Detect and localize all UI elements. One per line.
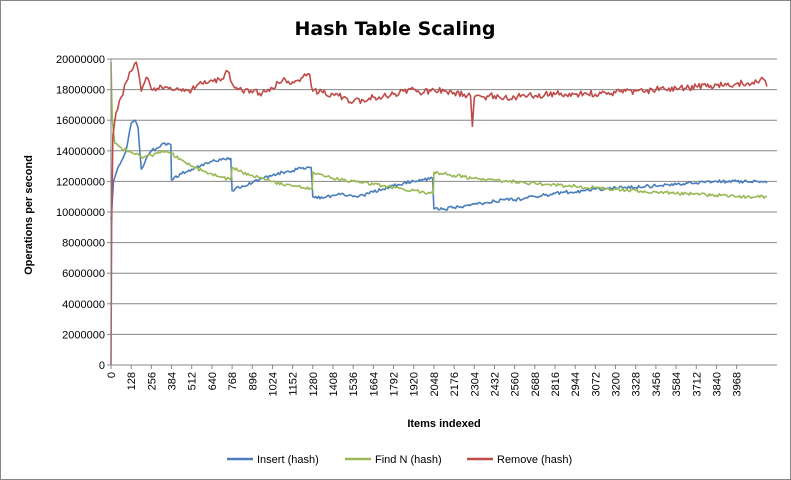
x-tick-label: 1408: [328, 372, 340, 396]
x-tick-label: 2432: [489, 372, 501, 396]
x-axis-title: Items indexed: [407, 418, 480, 430]
x-tick-label: 3712: [691, 372, 703, 396]
y-tick-label: 6000000: [62, 268, 105, 280]
series-line-0: [110, 119, 768, 220]
y-axis-ticks: 0 2000000 4000000 6000000 8000000 10000000 120…: [56, 54, 111, 372]
x-tick-label: 2048: [429, 372, 441, 396]
x-tick-label: 640: [207, 372, 219, 390]
y-tick-label: 10000000: [56, 207, 105, 219]
x-tick-label: 1152: [288, 372, 300, 396]
x-tick-label: 3072: [590, 372, 602, 396]
x-tick-label: 1536: [348, 372, 360, 396]
y-tick-label: 12000000: [56, 176, 105, 188]
legend-label-0: Insert (hash): [257, 454, 319, 466]
x-tick-label: 1280: [308, 372, 320, 396]
y-tick-label: 18000000: [56, 85, 105, 97]
x-tick-label: 3200: [611, 372, 623, 396]
legend: Insert (hash) Find N (hash) Remove (hash): [227, 454, 572, 466]
y-axis-title: Operations per second: [23, 155, 35, 275]
x-tick-label: 3456: [651, 372, 663, 396]
x-axis-ticks: 0 128 256 384 512 640 768 896 1024 1152 1280 1408 15…: [106, 365, 744, 396]
x-tick-label: 128: [126, 372, 138, 390]
x-tick-label: 384: [167, 372, 179, 390]
x-tick-label: 256: [146, 372, 158, 390]
x-tick-label: 2944: [570, 372, 582, 396]
plot-area: [110, 58, 777, 366]
x-tick-label: 1920: [409, 372, 421, 396]
series-lines: [110, 61, 768, 366]
legend-label-2: Remove (hash): [497, 454, 572, 466]
x-tick-label: 3840: [711, 372, 723, 396]
x-tick-label: 1792: [389, 372, 401, 396]
x-tick-label: 2176: [449, 372, 461, 396]
x-tick-label: 896: [247, 372, 259, 390]
x-tick-label: 768: [227, 372, 239, 390]
legend-label-1: Find N (hash): [375, 454, 442, 466]
x-tick-label: 2688: [530, 372, 542, 396]
x-tick-label: 3328: [631, 372, 643, 396]
series-line-2: [110, 61, 768, 366]
x-tick-label: 2560: [510, 372, 522, 396]
x-tick-label: 1024: [267, 372, 279, 396]
x-tick-label: 512: [187, 372, 199, 390]
y-tick-label: 14000000: [56, 146, 105, 158]
y-tick-label: 2000000: [62, 329, 105, 341]
x-tick-label: 3968: [732, 372, 744, 396]
gridlines: [111, 58, 777, 335]
y-tick-label: 8000000: [62, 238, 105, 250]
x-tick-label: 2816: [550, 372, 562, 396]
series-line-1: [110, 62, 768, 199]
x-tick-label: 2304: [469, 372, 481, 396]
x-tick-label: 0: [106, 372, 118, 378]
x-tick-label: 1664: [368, 372, 380, 396]
x-tick-label: 3584: [671, 372, 683, 396]
chart-title: Hash Table Scaling: [294, 18, 495, 40]
y-tick-label: 16000000: [56, 115, 105, 127]
y-tick-label: 20000000: [56, 54, 105, 66]
y-tick-label: 0: [99, 360, 105, 372]
y-tick-label: 4000000: [62, 299, 105, 311]
